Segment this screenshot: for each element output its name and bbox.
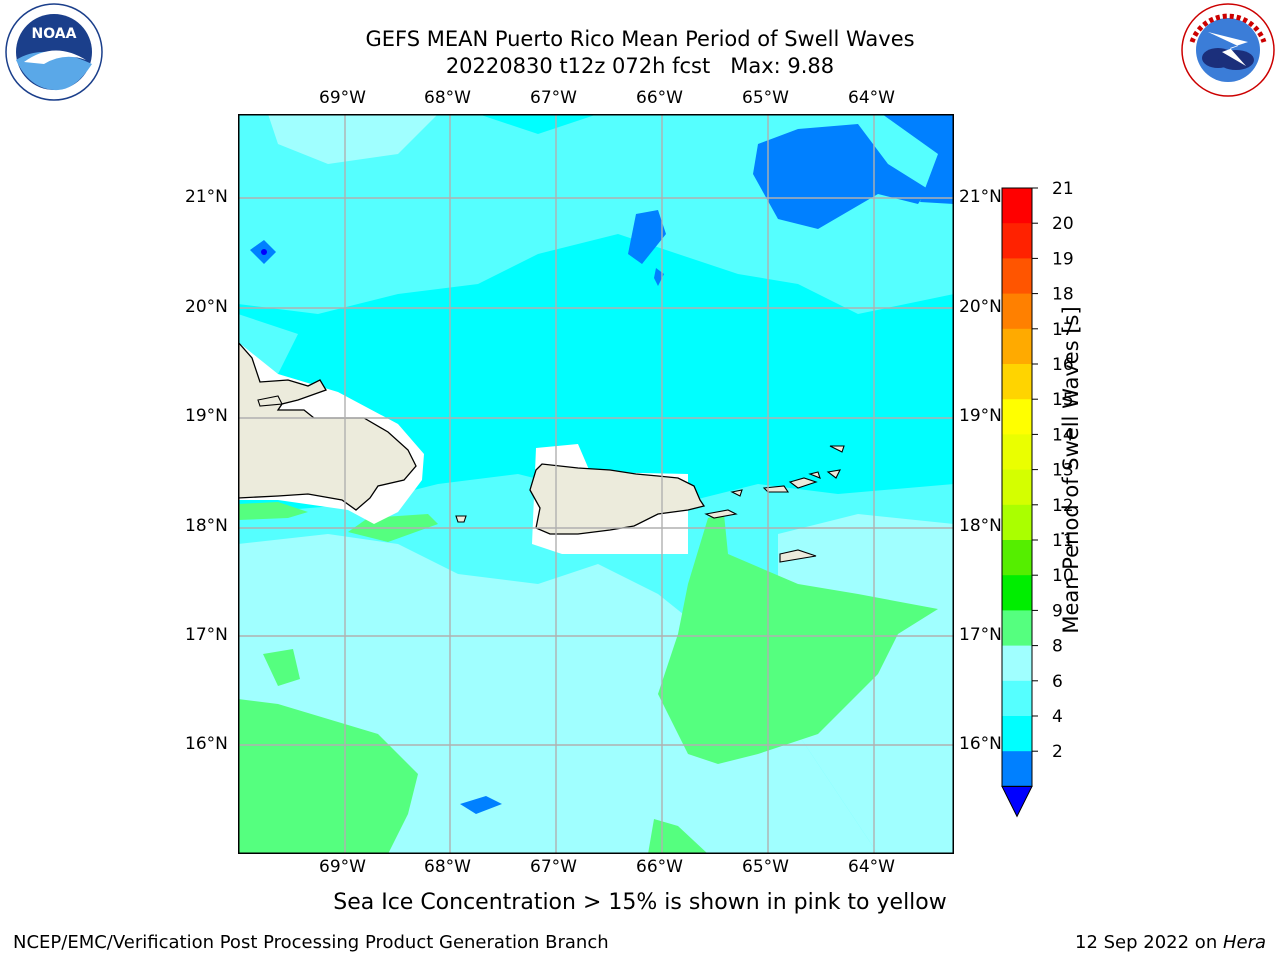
colorbar-tick-label: 16 bbox=[1052, 355, 1074, 375]
lat-label-right: 18°N bbox=[959, 516, 1002, 536]
colorbar-tick-label: 12 bbox=[1052, 496, 1074, 516]
lat-label-right: 16°N bbox=[959, 734, 1002, 754]
colorbar-border bbox=[1001, 187, 1033, 787]
lat-label-left: 16°N bbox=[185, 734, 228, 754]
colorbar-segment bbox=[1002, 469, 1032, 506]
colorbar: 21 20 19 18 17 16 15 14 13 12 11 10 9 8 6 4 2 bbox=[1001, 179, 1102, 818]
footer-date-text: 12 Sep 2022 on bbox=[1075, 932, 1223, 953]
colorbar-tick-label: 9 bbox=[1052, 601, 1063, 621]
lat-label-right: 21°N bbox=[959, 187, 1002, 207]
footer-date: 12 Sep 2022 on Hera bbox=[1075, 932, 1266, 953]
lon-label-bottom: 65°W bbox=[742, 857, 789, 877]
colorbar-tick-label: 6 bbox=[1052, 672, 1063, 692]
swell-period-map bbox=[238, 114, 954, 854]
chart-title: GEFS MEAN Puerto Rico Mean Period of Swe… bbox=[365, 27, 915, 51]
lat-label-right: 19°N bbox=[959, 406, 1002, 426]
colorbar-svg: 21 20 19 18 17 16 15 14 13 12 11 10 9 8 6 4 2 bbox=[1001, 179, 1074, 818]
colorbar-segment bbox=[1002, 188, 1032, 224]
colorbar-tick-label: 10 bbox=[1052, 566, 1074, 586]
colorbar-segment bbox=[1002, 575, 1032, 611]
noaa-logo-icon: NOAA bbox=[4, 2, 104, 102]
colorbar-tick-label: 18 bbox=[1052, 285, 1074, 305]
lat-label-left: 18°N bbox=[185, 516, 228, 536]
colorbar-segment bbox=[1002, 540, 1032, 576]
colorbar-tick-label: 11 bbox=[1052, 531, 1074, 551]
sea-ice-note: Sea Ice Concentration > 15% is shown in … bbox=[333, 890, 947, 915]
small-islands bbox=[257, 395, 845, 563]
colorbar-segment bbox=[1002, 680, 1032, 717]
footer-branch: NCEP/EMC/Verification Post Processing Pr… bbox=[13, 932, 609, 953]
lon-label-top: 65°W bbox=[742, 88, 789, 108]
colorbar-segment bbox=[1002, 328, 1032, 365]
colorbar-segment bbox=[1002, 645, 1032, 682]
lon-label-bottom: 69°W bbox=[319, 857, 366, 877]
graticule bbox=[238, 114, 954, 854]
colorbar-under-triangle bbox=[1001, 785, 1033, 818]
colorbar-segment bbox=[1002, 610, 1032, 647]
colorbar-segment bbox=[1002, 751, 1032, 787]
lon-label-top: 64°W bbox=[848, 88, 895, 108]
lat-label-left: 21°N bbox=[185, 187, 228, 207]
colorbar-tick-label: 17 bbox=[1052, 320, 1074, 340]
colorbar-segment bbox=[1002, 364, 1032, 400]
colorbar-tick-label: 20 bbox=[1052, 214, 1074, 234]
chart-subtitle: 20220830 t12z 072h fcst Max: 9.88 bbox=[445, 54, 835, 78]
lat-label-left: 20°N bbox=[185, 297, 228, 317]
lat-label-right: 17°N bbox=[959, 625, 1002, 645]
colorbar-tick-label: 13 bbox=[1052, 461, 1074, 481]
lon-label-top: 68°W bbox=[424, 88, 471, 108]
lon-label-bottom: 67°W bbox=[530, 857, 577, 877]
colorbar-tick-label: 8 bbox=[1052, 637, 1063, 657]
lat-label-left: 17°N bbox=[185, 625, 228, 645]
colorbar-segment bbox=[1002, 504, 1032, 541]
lon-label-top: 69°W bbox=[319, 88, 366, 108]
colorbar-segment bbox=[1002, 716, 1032, 752]
footer-host: Hera bbox=[1222, 932, 1266, 953]
colorbar-tick-label: 15 bbox=[1052, 390, 1074, 410]
lat-label-right: 20°N bbox=[959, 297, 1002, 317]
colorbar-segment bbox=[1002, 434, 1032, 471]
map-border bbox=[238, 114, 954, 854]
colorbar-tick-label: 4 bbox=[1052, 707, 1063, 727]
colorbar-tick-label: 21 bbox=[1052, 179, 1074, 199]
lat-label-left: 19°N bbox=[185, 406, 228, 426]
puerto-rico-land bbox=[529, 463, 706, 535]
lon-label-top: 66°W bbox=[636, 88, 683, 108]
colorbar-segment bbox=[1002, 399, 1032, 435]
colorbar-tick-label: 2 bbox=[1052, 742, 1063, 762]
colorbar-segment bbox=[1002, 293, 1032, 330]
colorbar-tick-label: 14 bbox=[1052, 425, 1074, 445]
noaa-logo-text: NOAA bbox=[32, 26, 77, 42]
colorbar-segment bbox=[1002, 258, 1032, 295]
colorbar-tick-label: 19 bbox=[1052, 249, 1074, 269]
lon-label-bottom: 66°W bbox=[636, 857, 683, 877]
lon-label-top: 67°W bbox=[530, 88, 577, 108]
lon-label-bottom: 68°W bbox=[424, 857, 471, 877]
lon-label-bottom: 64°W bbox=[848, 857, 895, 877]
nws-logo-icon bbox=[1178, 2, 1278, 98]
colorbar-segment bbox=[1002, 223, 1032, 259]
colorbar-label: Mean Period of Swell Waves [s] bbox=[1059, 306, 1083, 634]
